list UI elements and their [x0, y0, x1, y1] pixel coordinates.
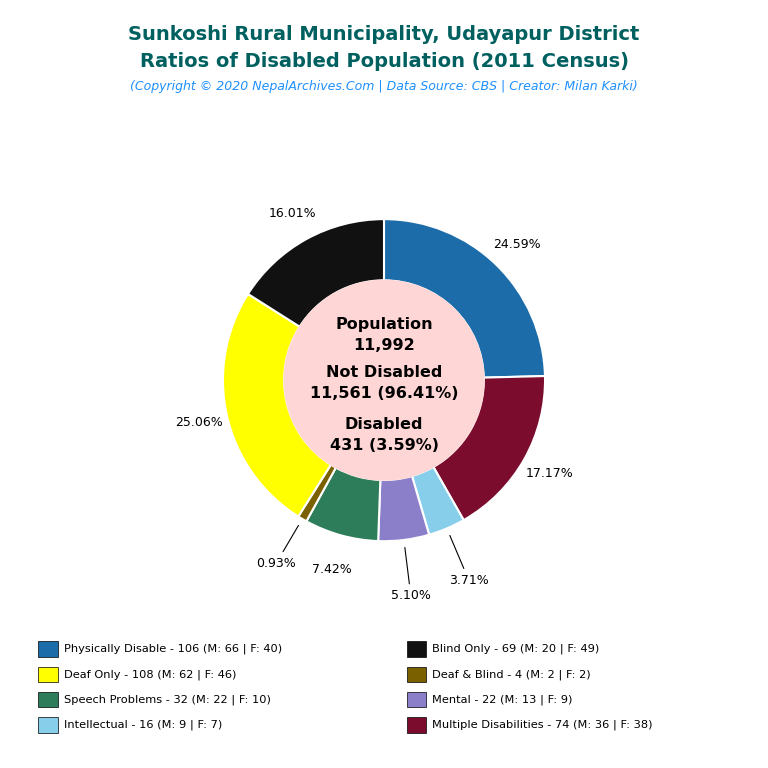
Text: 16.01%: 16.01% [269, 207, 316, 220]
Text: 0.93%: 0.93% [257, 525, 299, 570]
Text: Not Disabled
11,561 (96.41%): Not Disabled 11,561 (96.41%) [310, 366, 458, 402]
Text: (Copyright © 2020 NepalArchives.Com | Data Source: CBS | Creator: Milan Karki): (Copyright © 2020 NepalArchives.Com | Da… [130, 81, 638, 93]
Text: 7.42%: 7.42% [312, 563, 352, 576]
Wedge shape [412, 467, 464, 535]
Text: Intellectual - 16 (M: 9 | F: 7): Intellectual - 16 (M: 9 | F: 7) [64, 720, 222, 730]
Wedge shape [433, 376, 545, 520]
Text: Ratios of Disabled Population (2011 Census): Ratios of Disabled Population (2011 Cens… [140, 52, 628, 71]
Wedge shape [223, 294, 331, 517]
Wedge shape [306, 468, 380, 541]
Text: Physically Disable - 106 (M: 66 | F: 40): Physically Disable - 106 (M: 66 | F: 40) [64, 644, 282, 654]
Text: Speech Problems - 32 (M: 22 | F: 10): Speech Problems - 32 (M: 22 | F: 10) [64, 694, 270, 705]
Text: Deaf Only - 108 (M: 62 | F: 46): Deaf Only - 108 (M: 62 | F: 46) [64, 669, 236, 680]
Text: Disabled
431 (3.59%): Disabled 431 (3.59%) [329, 417, 439, 453]
Text: Deaf & Blind - 4 (M: 2 | F: 2): Deaf & Blind - 4 (M: 2 | F: 2) [432, 669, 591, 680]
Wedge shape [248, 219, 384, 326]
Wedge shape [384, 219, 545, 378]
Text: 24.59%: 24.59% [493, 237, 541, 250]
Text: 3.71%: 3.71% [449, 535, 488, 587]
Text: Blind Only - 69 (M: 20 | F: 49): Blind Only - 69 (M: 20 | F: 49) [432, 644, 600, 654]
Text: Population
11,992: Population 11,992 [335, 317, 433, 353]
Text: Sunkoshi Rural Municipality, Udayapur District: Sunkoshi Rural Municipality, Udayapur Di… [128, 25, 640, 44]
Circle shape [284, 280, 484, 480]
Wedge shape [378, 476, 429, 541]
Wedge shape [298, 465, 336, 521]
Text: 5.10%: 5.10% [391, 548, 431, 602]
Text: 25.06%: 25.06% [175, 415, 223, 429]
Text: Multiple Disabilities - 74 (M: 36 | F: 38): Multiple Disabilities - 74 (M: 36 | F: 3… [432, 720, 653, 730]
Text: Mental - 22 (M: 13 | F: 9): Mental - 22 (M: 13 | F: 9) [432, 694, 573, 705]
Text: 17.17%: 17.17% [525, 467, 574, 480]
